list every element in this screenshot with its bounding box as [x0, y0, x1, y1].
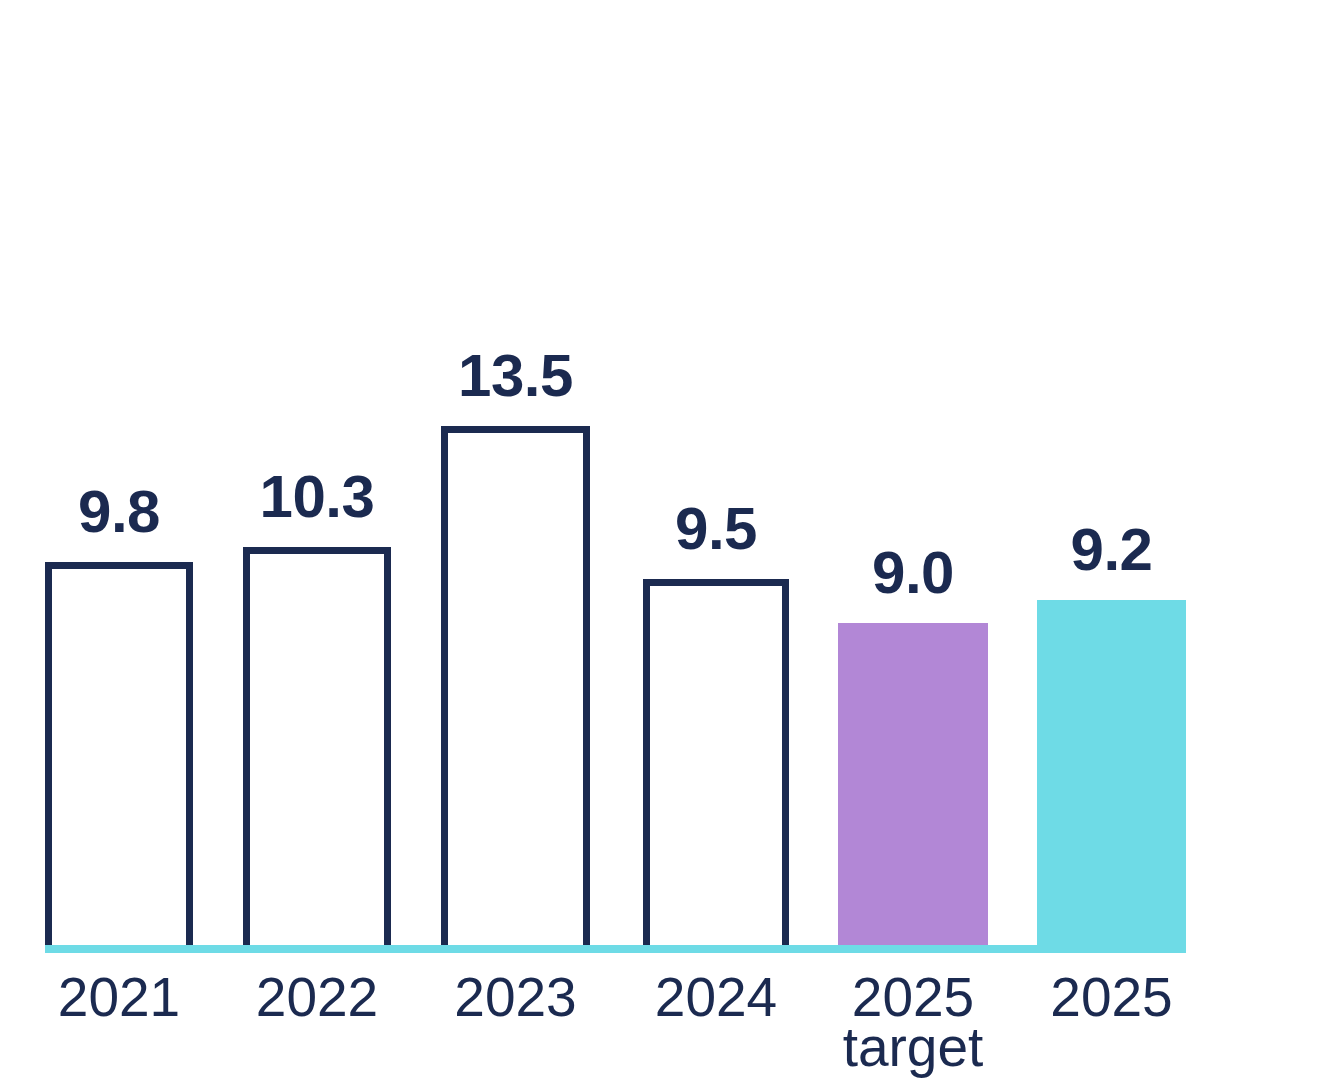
bar-value-label-2024: 9.5 [617, 499, 815, 559]
x-axis-label-line: 2023 [416, 972, 615, 1022]
x-axis-baseline [45, 945, 1186, 953]
x-axis-label-2025-target: 2025 target [813, 972, 1013, 1072]
x-axis-label-2023: 2023 [416, 972, 615, 1022]
x-axis-label-line: 2024 [617, 972, 815, 1022]
x-axis-label-line: target [813, 1022, 1013, 1072]
bar-value-label-2023: 13.5 [416, 346, 615, 406]
x-axis-label-2025: 2025 [1012, 972, 1211, 1022]
bar-value-label-2025: 9.2 [1012, 520, 1211, 580]
x-axis-label-2022: 2022 [218, 972, 416, 1022]
bar-2021 [45, 562, 193, 953]
x-axis-label-line: 2025 [1012, 972, 1211, 1022]
x-axis-label-2021: 2021 [20, 972, 218, 1022]
x-axis-label-line: 2025 [813, 972, 1013, 1022]
bar-2025 [1037, 600, 1186, 953]
x-axis-label-line: 2022 [218, 972, 416, 1022]
bar-value-label-2025-target: 9.0 [813, 543, 1013, 603]
bar-chart: 9.8 10.3 13.5 9.5 9.0 9.2 2021 2022 2023… [0, 0, 1332, 1080]
bar-2025-target [838, 623, 988, 953]
bar-value-label-2021: 9.8 [20, 482, 218, 542]
x-axis-label-2024: 2024 [617, 972, 815, 1022]
bar-value-label-2022: 10.3 [218, 467, 416, 527]
bar-2022 [243, 547, 391, 953]
bar-2023 [441, 426, 590, 953]
bar-2024 [643, 579, 789, 953]
x-axis-label-line: 2021 [20, 972, 218, 1022]
